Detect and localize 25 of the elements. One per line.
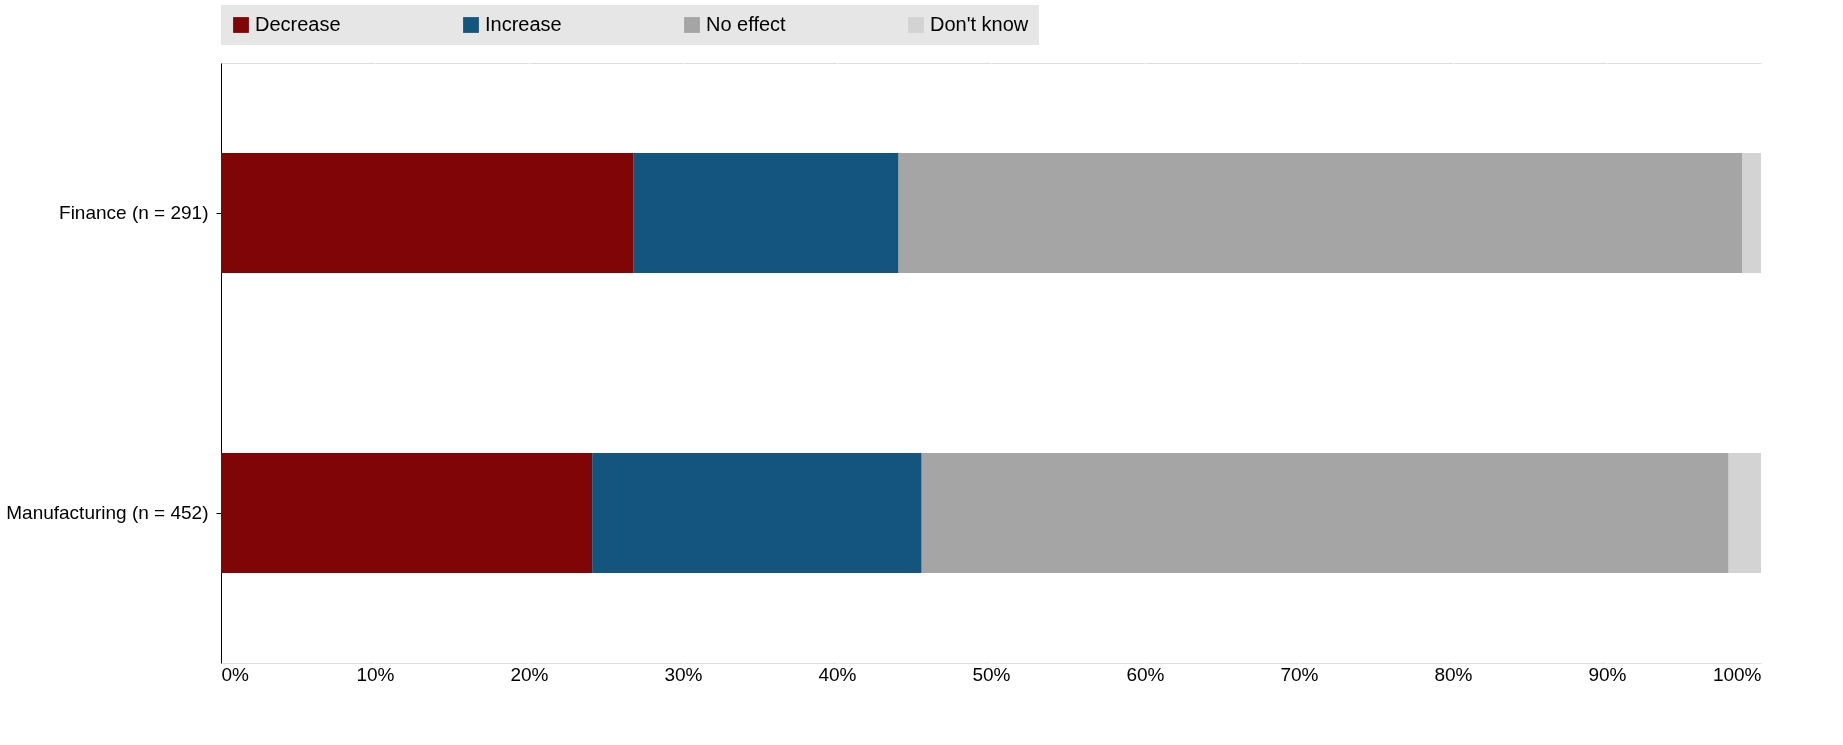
x-tick-label: 10% [356,663,395,685]
x-tick-label: 70% [1280,663,1319,685]
x-tick-label: 40% [818,663,857,685]
bar [592,453,922,573]
x-tick-label: 60% [1126,663,1165,685]
legend-label: Decrease [255,13,341,35]
x-tick-label: 100% [1712,663,1762,685]
x-tick-label: 50% [972,663,1011,685]
x-tick-label: 20% [510,663,549,685]
x-tick-label: 0% [221,663,250,685]
legend-label: No effect [706,13,787,35]
x-tick-label: 90% [1588,663,1627,685]
y-tick-label: Finance (n = 291) [59,202,209,223]
y-tick-label: Manufacturing (n = 452) [6,502,209,523]
bar [221,453,593,573]
legend-label: Increase [485,13,562,35]
legend-label: Don't know [930,13,1029,35]
bar [1742,153,1761,273]
bar [633,153,899,273]
bar [921,453,1729,573]
bar [1728,453,1761,573]
x-tick-label: 80% [1434,663,1473,685]
bar [221,153,634,273]
x-tick-label: 30% [664,663,703,685]
bar [898,153,1743,273]
